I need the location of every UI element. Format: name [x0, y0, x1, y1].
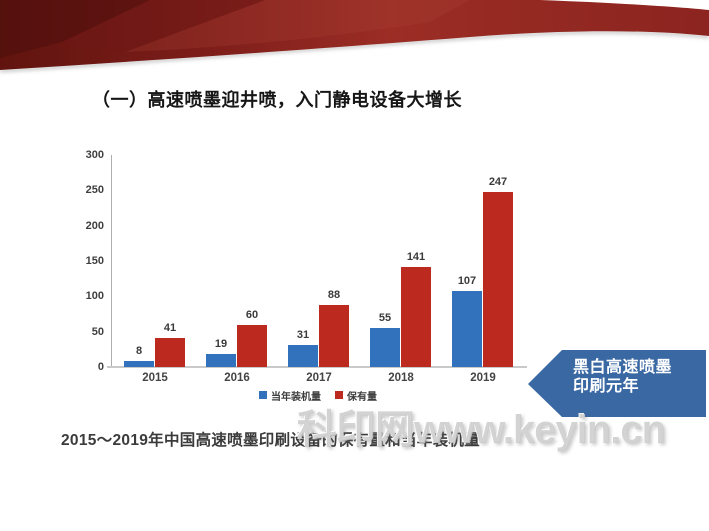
bar-2015-当年装机量 — [124, 361, 154, 367]
banner-line2: 印刷元年 — [573, 378, 640, 395]
bar-2016-当年装机量 — [206, 353, 236, 367]
x-tick-label: 2018 — [388, 372, 414, 384]
legend-swatch — [259, 391, 267, 399]
x-axis-line — [107, 366, 527, 368]
banner-line1: 黑白高速喷墨 — [573, 359, 673, 376]
arrow-left-shape — [528, 350, 706, 417]
legend-item: 当年装机量 — [259, 388, 321, 403]
legend-item: 保有量 — [335, 388, 377, 403]
x-tick-label: 2017 — [306, 372, 332, 384]
bar-2015-保有量 — [155, 338, 185, 367]
y-tick-label: 150 — [85, 255, 104, 267]
bar-2019-保有量 — [483, 192, 513, 367]
bar-value-label: 19 — [214, 337, 228, 350]
header-ribbon-graphic — [0, 0, 709, 73]
y-tick-label: 300 — [85, 149, 104, 161]
slide-title: （一）高速喷墨迎井喷，入门静电设备大增长 — [92, 90, 462, 110]
bar-2016-保有量 — [237, 324, 267, 367]
bar-value-label: 55 — [378, 312, 392, 325]
bar-value-label: 31 — [296, 329, 310, 342]
bar-2018-当年装机量 — [370, 328, 400, 367]
chart-caption: 2015～2019年中国高速喷墨印刷设备的保有量和当年装机量 — [61, 432, 480, 449]
legend-label: 保有量 — [347, 391, 377, 403]
bar-value-label: 88 — [327, 288, 341, 301]
chart-legend: 当年装机量 保有量 — [111, 388, 525, 403]
banner-text: 黑白高速喷墨 印刷元年 — [573, 358, 672, 396]
y-tick-label: 200 — [85, 219, 104, 232]
bar-value-label: 41 — [163, 322, 177, 335]
bar-value-label: 60 — [245, 308, 259, 321]
bar-value-label: 107 — [457, 275, 477, 288]
bar-2017-保有量 — [319, 304, 349, 367]
bar-value-label: 141 — [406, 251, 426, 264]
x-tick-label: 2016 — [224, 372, 250, 384]
legend-swatch — [335, 391, 343, 399]
bar-2019-当年装机量 — [452, 291, 482, 367]
bar-value-label: 247 — [488, 176, 508, 189]
y-axis-line — [111, 155, 112, 368]
bar-value-label: 8 — [135, 345, 143, 358]
x-tick-label: 2015 — [142, 372, 168, 384]
callout-banner: 黑白高速喷墨 印刷元年 — [528, 349, 709, 419]
y-tick-label: 100 — [85, 290, 104, 303]
y-tick-label: 250 — [85, 184, 104, 197]
x-tick-label: 2019 — [470, 372, 496, 384]
y-tick-label: 0 — [97, 361, 104, 373]
y-tick-label: 50 — [91, 325, 104, 338]
bar-2017-当年装机量 — [288, 345, 318, 367]
bar-2018-保有量 — [401, 267, 431, 367]
legend-label: 当年装机量 — [271, 391, 321, 403]
